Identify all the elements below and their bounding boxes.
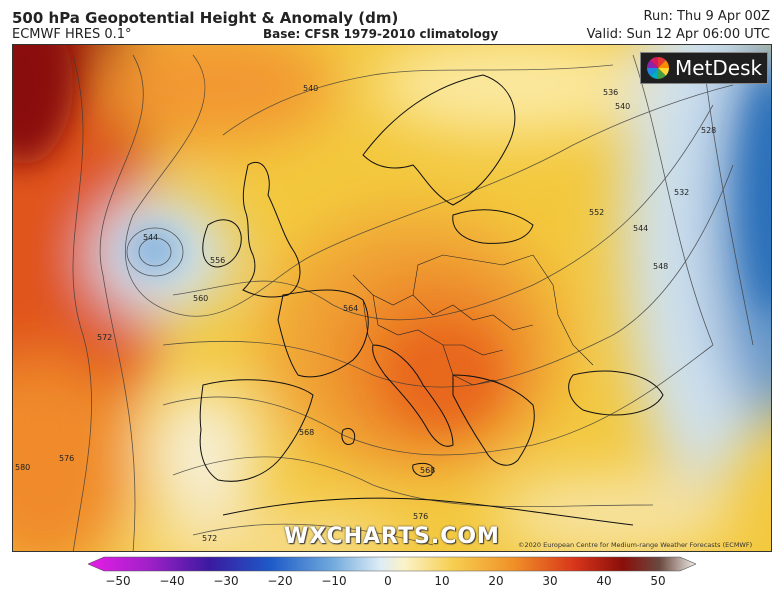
colorbar-tick: 50 <box>650 574 666 588</box>
colorbar-ticks: −50 −40 −30 −20 −10 0 10 20 30 40 50 <box>0 574 784 594</box>
contour-label: 572 <box>202 534 217 543</box>
colorbar-tick: −50 <box>105 574 131 588</box>
contour-label: 568 <box>299 428 314 437</box>
colorbar-tick: 0 <box>384 574 392 588</box>
wxcharts-watermark: WXCHARTS.COM <box>284 524 500 549</box>
run-time: Run: Thu 9 Apr 00Z <box>643 9 770 24</box>
colorbar-tick: 30 <box>542 574 558 588</box>
map-svg: 540 544 556 560 564 568 572 576 580 572 … <box>13 45 771 551</box>
height-contours <box>72 54 754 551</box>
ecmwf-copyright: ©2020 European Centre for Medium-range W… <box>518 541 753 549</box>
contour-label: 540 <box>303 84 318 93</box>
contour-label: 560 <box>193 294 208 303</box>
contour-label: 540 <box>615 102 630 111</box>
contour-label: 528 <box>701 126 716 135</box>
contour-label: 572 <box>97 333 112 342</box>
contour-label: 576 <box>59 454 74 463</box>
colorbar-tick: −20 <box>267 574 293 588</box>
coastlines <box>199 74 664 526</box>
colorbar <box>88 556 696 572</box>
colorbar-tick: 40 <box>596 574 612 588</box>
contour-label: 576 <box>413 512 428 521</box>
chart-title: 500 hPa Geopotential Height & Anomaly (d… <box>12 9 399 27</box>
colorbar-tick: −30 <box>213 574 239 588</box>
metdesk-logo: MetDesk <box>640 52 768 84</box>
contour-label: 556 <box>210 256 225 265</box>
metdesk-logo-text: MetDesk <box>675 56 763 80</box>
colorbar-tick: 20 <box>488 574 504 588</box>
contour-label: 552 <box>589 208 604 217</box>
contour-label: 564 <box>343 304 358 313</box>
contour-label: 548 <box>653 262 668 271</box>
climatology-base: Base: CFSR 1979-2010 climatology <box>263 27 499 41</box>
chart-header: 500 hPa Geopotential Height & Anomaly (d… <box>0 0 784 44</box>
anomaly-map: 540 544 556 560 564 568 572 576 580 572 … <box>12 44 772 552</box>
metdesk-logo-icon <box>646 56 670 80</box>
colorbar-tick: 10 <box>434 574 450 588</box>
contour-label: 580 <box>15 463 30 472</box>
contour-label-group: 540 544 556 560 564 568 572 576 580 572 … <box>15 84 716 543</box>
contour-label: 536 <box>603 88 618 97</box>
contour-label: 568 <box>420 466 435 475</box>
colorbar-tick: −40 <box>159 574 185 588</box>
contour-label: 532 <box>674 188 689 197</box>
contour-label: 544 <box>143 233 158 242</box>
valid-time: Valid: Sun 12 Apr 06:00 UTC <box>586 27 770 42</box>
colorbar-tick: −10 <box>321 574 347 588</box>
country-borders <box>352 254 594 391</box>
model-name: ECMWF HRES 0.1° <box>12 27 132 42</box>
contour-label: 544 <box>633 224 648 233</box>
